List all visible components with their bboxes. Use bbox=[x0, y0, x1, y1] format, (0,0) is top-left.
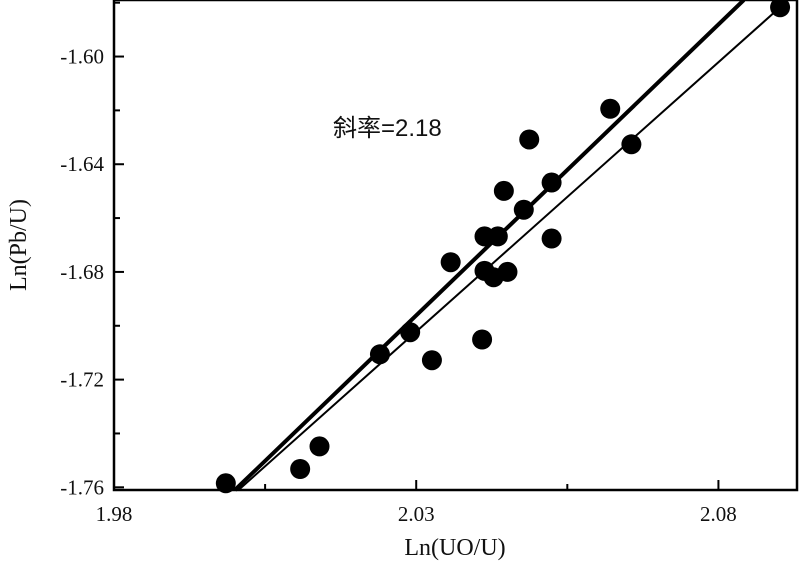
data-point bbox=[440, 252, 461, 273]
x-tick-label: 1.98 bbox=[96, 502, 133, 526]
y-tick-label: -1.72 bbox=[60, 368, 104, 392]
data-point bbox=[600, 98, 621, 119]
data-point bbox=[215, 473, 236, 494]
axis-ticks bbox=[113, 1, 720, 490]
tick-labels: 1.98 2.03 2.08 -1.60 -1.64 -1.68 -1.72 -1.76 bbox=[60, 45, 737, 526]
data-point bbox=[290, 459, 311, 479]
x-axis-title: Ln(UO/U) bbox=[404, 535, 505, 561]
y-tick-label: -1.64 bbox=[60, 152, 104, 176]
data-point bbox=[369, 344, 390, 365]
data-point bbox=[621, 134, 642, 155]
x-tick-label: 2.03 bbox=[398, 502, 435, 526]
data-point bbox=[497, 261, 518, 282]
data-point bbox=[400, 322, 421, 343]
x-tick-label: 2.08 bbox=[700, 502, 737, 526]
slope-annotation: 斜率=2.18 bbox=[333, 115, 442, 142]
data-point bbox=[487, 226, 508, 247]
data-point bbox=[493, 180, 514, 201]
data-point bbox=[541, 172, 562, 193]
data-point bbox=[513, 199, 534, 220]
plot-frame bbox=[112, 0, 799, 492]
y-axis-title: Ln(Pb/U) bbox=[6, 199, 32, 291]
y-tick-label: -1.76 bbox=[60, 475, 104, 499]
data-points bbox=[215, 0, 791, 494]
y-tick-label: -1.68 bbox=[60, 260, 104, 284]
y-tick-label: -1.60 bbox=[60, 45, 104, 69]
thin-regression-line bbox=[237, 6, 781, 491]
data-point bbox=[472, 329, 493, 350]
data-point bbox=[309, 436, 330, 457]
data-point bbox=[770, 0, 791, 18]
data-point bbox=[421, 350, 442, 371]
data-point bbox=[519, 129, 540, 150]
data-point bbox=[541, 228, 562, 249]
fit-lines bbox=[233, 0, 781, 492]
